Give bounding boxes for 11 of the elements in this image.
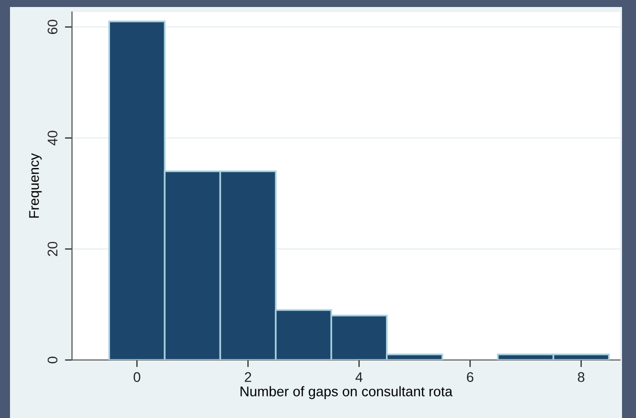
- y-tick-label: 0: [48, 356, 58, 364]
- x-axis-title: Number of gaps on consultant rota: [240, 386, 453, 400]
- x-tick-label: 0: [134, 372, 140, 382]
- x-tick-label: 6: [466, 372, 474, 382]
- y-tick-label: 40: [48, 130, 58, 146]
- x-tick-label: 8: [578, 372, 584, 382]
- x-tick-label: 2: [244, 372, 252, 382]
- y-axis-title: Frequency: [29, 153, 42, 218]
- y-tick-label: 20: [48, 242, 58, 256]
- x-tick-label: 4: [356, 372, 363, 382]
- y-tick-label: 60: [48, 20, 58, 34]
